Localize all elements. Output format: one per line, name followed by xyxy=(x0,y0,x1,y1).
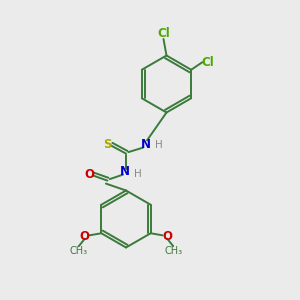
Text: N: N xyxy=(119,165,130,178)
Text: CH₃: CH₃ xyxy=(70,246,88,256)
Text: N: N xyxy=(140,137,151,151)
Text: H: H xyxy=(155,140,163,151)
Text: O: O xyxy=(84,168,94,181)
Text: Cl: Cl xyxy=(157,27,170,40)
Text: O: O xyxy=(80,230,90,243)
Text: O: O xyxy=(162,230,172,243)
Text: CH₃: CH₃ xyxy=(164,246,182,256)
Text: H: H xyxy=(134,169,142,179)
Text: Cl: Cl xyxy=(201,56,214,69)
Text: S: S xyxy=(103,138,112,151)
